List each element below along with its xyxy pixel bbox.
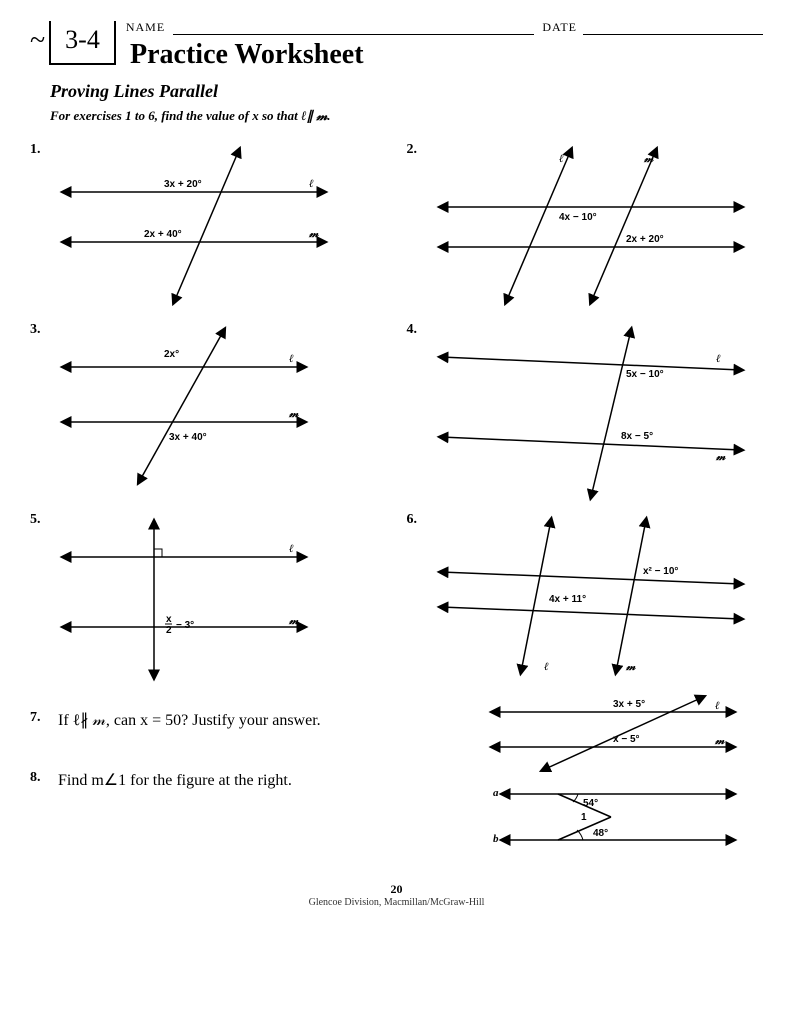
svg-text:ℓ: ℓ [716,353,721,365]
svg-text:ℓ: ℓ [544,661,549,673]
svg-text:4x − 10°: 4x − 10° [559,212,597,223]
svg-text:2x°: 2x° [164,349,179,360]
problem-number: 3. [30,322,41,338]
svg-text:8x − 5°: 8x − 5° [621,431,653,442]
svg-text:ℓ: ℓ [715,700,720,712]
svg-text:1: 1 [581,812,587,823]
svg-text:3x + 20°: 3x + 20° [164,179,202,190]
svg-text:54°: 54° [583,798,598,809]
problem-7: 7. If ℓ∦ 𝓂, can x = 50? Justify your ans… [30,710,483,730]
problem-number: 5. [30,512,41,528]
svg-text:𝓂: 𝓂 [715,451,726,463]
problem-number: 1. [30,142,41,158]
svg-text:𝓂: 𝓂 [288,615,299,627]
svg-text:48°: 48° [593,828,608,839]
tilde-mark: ~ [30,25,45,57]
svg-text:ℓ: ℓ [289,353,294,365]
svg-text:4x + 11°: 4x + 11° [549,594,586,605]
svg-text:𝓂: 𝓂 [308,228,319,240]
svg-text:− 3°: − 3° [176,620,194,631]
diagram-1: 3x + 20° 2x + 40° ℓ 𝓂 [54,142,354,312]
svg-text:ℓ: ℓ [559,153,564,165]
svg-text:2x + 40°: 2x + 40° [144,229,182,240]
publisher: Glencoe Division, Macmillan/McGraw-Hill [30,897,763,908]
svg-text:2x + 20°: 2x + 20° [626,234,664,245]
problem-5: 5. x 2 − 3° ℓ 𝓂 [30,512,387,682]
svg-text:𝓂: 𝓂 [643,153,654,165]
subtitle: Proving Lines Parallel [50,81,763,102]
diagram-3: 2x° 3x + 40° ℓ 𝓂 [54,322,334,492]
diagram-8: a b 54° 48° 1 [483,782,743,852]
problem-8: 8. Find m∠1 for the figure at the right. [30,770,483,790]
diagram-5: x 2 − 3° ℓ 𝓂 [54,512,334,682]
svg-text:𝓂: 𝓂 [625,661,636,673]
svg-text:𝓂: 𝓂 [714,735,725,747]
problem-7-text: If ℓ∦ 𝓂, can x = 50? Justify your answer… [58,710,321,730]
name-input-line[interactable] [173,34,534,35]
problem-1: 1. 3x + 20° 2x + 40° ℓ 𝓂 [30,142,387,312]
svg-text:3x + 5°: 3x + 5° [613,699,645,710]
problem-8-text: Find m∠1 for the figure at the right. [58,770,292,790]
problem-number: 4. [407,322,418,338]
name-label: NAME [126,20,165,35]
svg-text:3x + 40°: 3x + 40° [169,432,207,443]
date-input-line[interactable] [583,34,763,35]
problem-number: 6. [407,512,418,528]
svg-text:a: a [493,787,499,799]
problem-number: 2. [407,142,418,158]
problem-number: 7. [30,710,48,726]
svg-text:ℓ: ℓ [309,178,314,190]
svg-text:5x − 10°: 5x − 10° [626,369,664,380]
svg-text:2: 2 [166,625,172,636]
section-number-box: 3-4 [49,21,116,65]
problem-6: 6. x² − 10° 4x + 11° ℓ 𝓂 [407,512,764,682]
svg-text:x: x [166,614,172,625]
diagram-4: 5x − 10° 8x − 5° ℓ 𝓂 [431,322,751,502]
problem-4: 4. 5x − 10° 8x − 5° ℓ 𝓂 [407,322,764,502]
date-label: DATE [542,20,577,35]
svg-text:ℓ: ℓ [289,543,294,555]
diagram-2: ℓ 𝓂 4x − 10° 2x + 20° [431,142,751,312]
svg-text:𝓂: 𝓂 [288,408,299,420]
svg-text:b: b [493,833,499,845]
problem-number: 8. [30,770,48,786]
svg-text:x − 5°: x − 5° [613,734,640,745]
page-number: 20 [30,882,763,897]
diagram-6: x² − 10° 4x + 11° ℓ 𝓂 [431,512,751,682]
svg-text:x² − 10°: x² − 10° [643,566,678,577]
diagram-7: 3x + 5° x − 5° ℓ 𝓂 [483,692,743,772]
problem-2: 2. ℓ 𝓂 4x − 10° 2x + 20° [407,142,764,312]
instruction: For exercises 1 to 6, find the value of … [50,108,763,124]
problem-3: 3. 2x° 3x + 40° ℓ 𝓂 [30,322,387,502]
